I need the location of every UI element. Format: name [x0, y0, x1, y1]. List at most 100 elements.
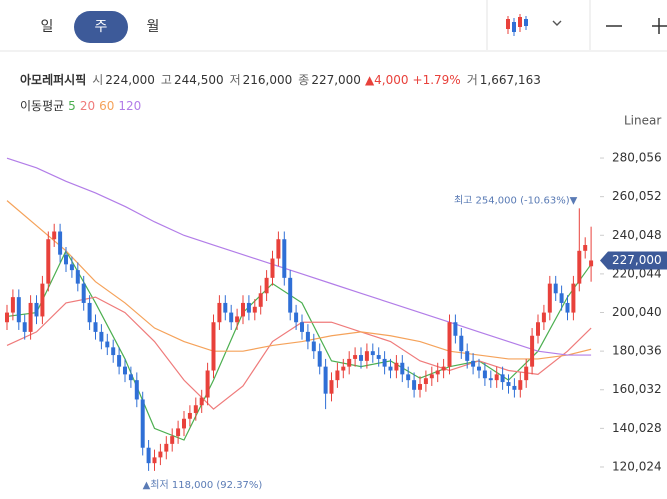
- candle-body: [22, 322, 27, 332]
- candle-body: [323, 366, 328, 394]
- candle-body: [530, 335, 535, 367]
- candle-body: [524, 366, 529, 381]
- candle-body: [294, 312, 299, 323]
- candle-body: [16, 297, 21, 323]
- candle-body: [264, 277, 269, 294]
- candle-body: [34, 302, 39, 317]
- zoom-in[interactable]: [652, 18, 667, 34]
- candle-body: [418, 384, 422, 390]
- candle-body: [46, 239, 51, 284]
- candle-body: [241, 302, 245, 317]
- candle-body: [52, 231, 57, 240]
- candle-body: [81, 283, 86, 303]
- candle-body: [193, 405, 198, 413]
- candle-body: [69, 264, 74, 271]
- summary-value: 224,000: [105, 73, 155, 87]
- candle-body: [105, 341, 110, 348]
- candle-body: [518, 380, 523, 390]
- candle-body: [300, 322, 304, 332]
- candle-body: [117, 355, 122, 367]
- candle-body: [10, 297, 15, 313]
- candle-body: [311, 341, 316, 352]
- candle-body: [123, 366, 127, 375]
- candle-body: [40, 283, 45, 317]
- candle-body: [164, 443, 169, 452]
- candle-body: [5, 312, 9, 323]
- candle-body: [482, 370, 487, 379]
- change: ▲4,000: [365, 73, 409, 87]
- y-tick-label: 180,036: [612, 344, 662, 358]
- candle-body: [559, 293, 564, 303]
- summary-label: 종: [298, 73, 309, 87]
- candle-body: [465, 351, 470, 361]
- tab[interactable]: 일: [41, 19, 54, 35]
- candle-body: [99, 331, 104, 342]
- candle-body: [547, 283, 552, 313]
- candle-body: [536, 322, 540, 336]
- candle-body: [317, 351, 322, 367]
- candle-body: [571, 283, 576, 313]
- candle-body: [429, 374, 434, 379]
- candle-body: [453, 322, 458, 336]
- summary-value: 244,500: [174, 73, 224, 87]
- candle-body: [158, 451, 163, 458]
- candle-body: [87, 302, 92, 323]
- chart-type-icon[interactable]: [506, 14, 528, 36]
- active-tab-pill[interactable]: [74, 11, 128, 43]
- candle-body: [329, 380, 334, 394]
- candle-body: [359, 355, 363, 361]
- candle-body: [258, 293, 263, 307]
- low-annotation: ▲최저 118,000 (92.37%): [143, 479, 263, 491]
- candle-body: [305, 331, 310, 342]
- candle-body: [64, 254, 68, 265]
- candle-body: [512, 385, 517, 390]
- candle-body: [364, 351, 369, 361]
- candle-body: [406, 374, 411, 381]
- tab[interactable]: 월: [147, 19, 160, 35]
- candle-body: [412, 380, 417, 390]
- y-tick-label: 160,032: [612, 382, 662, 396]
- candle-body: [229, 312, 234, 323]
- candle-body: [500, 374, 505, 383]
- summary-label: 시: [92, 73, 103, 87]
- candle-body: [276, 239, 281, 259]
- candle-body: [400, 362, 405, 375]
- candle-body: [388, 366, 393, 371]
- candle-body: [252, 306, 257, 313]
- candle-body: [152, 457, 157, 464]
- summary-line: 아모레퍼시픽 시 224,000 고 244,500 저 216,000 종 227,000 ▲4…: [20, 72, 541, 87]
- candle-body: [353, 355, 358, 359]
- stock-name: 아모레퍼시픽: [20, 72, 86, 87]
- candle-body: [28, 302, 33, 332]
- legend-entry: 5: [68, 99, 76, 113]
- candle-body: [447, 322, 452, 367]
- candle-body: [382, 358, 387, 367]
- summary-value: 216,000: [243, 73, 293, 87]
- candle-body: [459, 335, 464, 352]
- candle-body: [589, 260, 594, 267]
- tab[interactable]: 주: [95, 19, 108, 35]
- candle-body: [128, 374, 133, 381]
- candle-body: [93, 322, 98, 332]
- candle-body: [553, 283, 558, 294]
- last-price-label: 227,000: [612, 253, 662, 267]
- y-tick-label: 260,052: [612, 189, 662, 203]
- summary-value: 227,000: [311, 73, 361, 87]
- candle-body: [565, 302, 570, 313]
- candle-body: [376, 355, 381, 359]
- y-tick-label: 120,024: [612, 459, 662, 473]
- change-pct: +1.79%: [413, 73, 461, 87]
- y-tick-label: 220,044: [612, 266, 662, 280]
- candle-body: [270, 258, 275, 278]
- summary-label: 거: [467, 73, 478, 87]
- dropdown-chevron[interactable]: [552, 20, 562, 26]
- high-annotation: 최고 254,000 (-10.63%)▼: [454, 194, 578, 206]
- candle-body: [341, 366, 346, 371]
- candle-body: [506, 382, 511, 386]
- scale-mode[interactable]: Linear: [624, 114, 661, 128]
- candle-body: [541, 312, 546, 323]
- ma-line: [6, 157, 592, 356]
- candle-body: [477, 366, 481, 371]
- summary-value: 1,667,163: [480, 73, 541, 87]
